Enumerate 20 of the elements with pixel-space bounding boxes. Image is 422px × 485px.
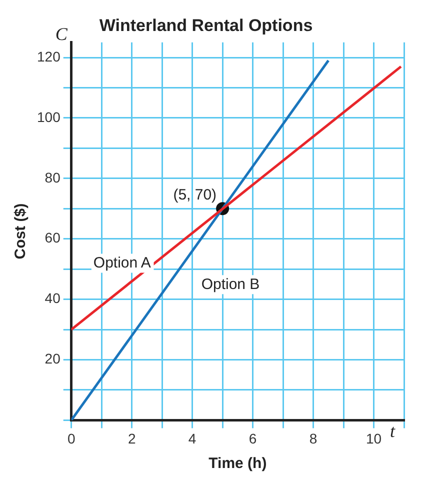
x-tick-label: 0 (67, 430, 76, 446)
chart-title: Winterland Rental Options (99, 16, 313, 35)
x-tick-label: 2 (128, 430, 136, 446)
x-axis-title: Time (h) (208, 455, 267, 472)
annotation: (5, 70) (173, 186, 217, 204)
x-tick-label: 6 (248, 430, 257, 446)
x-tick-label: 8 (309, 430, 318, 446)
y-axis-title: Cost ($) (12, 203, 30, 260)
y-tick-label: 100 (37, 108, 61, 125)
y-tick-label: 80 (44, 169, 61, 186)
x-tick-label: 4 (188, 430, 196, 446)
series-label: Option A (93, 254, 151, 272)
y-tick-label: 20 (44, 350, 61, 367)
series-label: Option B (201, 276, 260, 293)
y-tick-label: 60 (44, 230, 61, 246)
y-tick-label: 40 (44, 290, 61, 306)
x-tick-label: 10 (366, 430, 382, 446)
y-tick-label: 120 (37, 48, 61, 64)
text: C (55, 24, 68, 44)
text: t (390, 420, 396, 441)
